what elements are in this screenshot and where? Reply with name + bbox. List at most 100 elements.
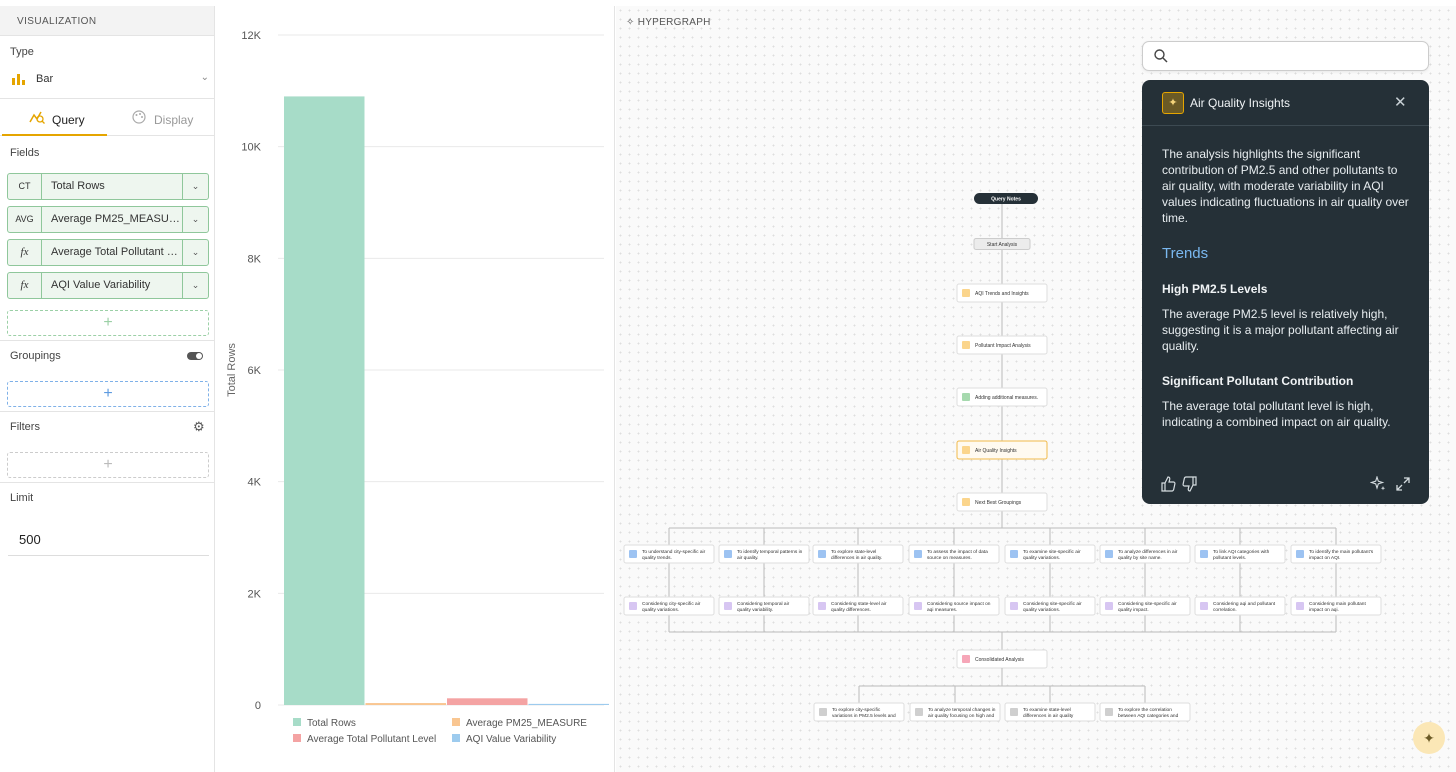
sparkle-icon[interactable] [1370,476,1386,492]
question-node-box [1194,544,1286,564]
question-node-box [718,544,810,564]
question-node-icon [1200,550,1208,558]
search-input[interactable] [1175,47,1420,65]
chevron-down-icon[interactable]: ⌄ [182,174,208,199]
y-tick-label: 6K [248,365,262,377]
adding-measures-node: Adding additional measures. [956,387,1048,407]
followup-node-label: To explore the correlation [1118,707,1172,713]
consideration-node-label: quality variability. [737,607,773,613]
trend-heading: High PM2.5 Levels [1162,282,1268,296]
question-node-label: air quality. [737,555,759,561]
question-node-icon [1010,550,1018,558]
tab-display[interactable]: Display [107,99,212,136]
section-title: VISUALIZATION [0,6,214,36]
bar-3 [447,698,528,705]
bar-1 [284,96,365,705]
trends-heading: Trends [1162,245,1209,262]
ai-assistant-button[interactable]: ✦ [1413,722,1445,754]
next-best-groupings-node-label: Next Best Groupings [975,500,1022,506]
thumbs-down-icon[interactable] [1182,476,1198,492]
trend-heading: Significant Pollutant Contribution [1162,374,1354,388]
divider [0,411,214,412]
consideration-node-label: correlation. [1213,607,1237,613]
query-notes-node: Query Notes [974,193,1038,204]
tab-query-label: Query [52,113,85,127]
consideration-node-icon [724,602,732,610]
chart-type-value: Bar [36,73,54,85]
query-notes-box [974,193,1038,204]
consideration-node-label: Considering site-specific air [1023,601,1082,607]
visualization-panel: VISUALIZATION Type Bar ⌄ Query Display [0,6,215,772]
bar-chart: 0 2K 4K 6K 8K 10K 12K Total Rows Total Rows Avera… [226,30,609,745]
aqi-trends-node: AQI Trends and Insights [956,283,1048,303]
function-icon: fx [8,273,42,298]
thumbs-up-icon[interactable] [1160,476,1176,492]
divider [0,482,214,483]
pollutant-impact-node-label: Pollutant Impact Analysis [975,343,1031,349]
next-best-groupings-node: Next Best Groupings [956,492,1048,512]
followup-node-box [1099,702,1191,722]
followup-node-icon [1105,708,1113,716]
groupings-toggle[interactable] [187,352,203,360]
followup-node-icon [1010,708,1018,716]
field-average-total-pollutant[interactable]: fx Average Total Pollutant Level ⌄ [7,239,209,266]
chevron-down-icon[interactable]: ⌄ [182,273,208,298]
expand-icon[interactable] [1395,476,1411,492]
consideration-node-icon [914,602,922,610]
question-node-icon [1105,550,1113,558]
add-grouping-button[interactable]: + [7,381,209,407]
followup-node-label: air quality focusing on high and [928,713,994,719]
bar-2 [365,703,446,705]
air-quality-insights-node-box [956,440,1048,460]
question-node-label: To identify the main pollutant's [1309,549,1374,555]
search-box[interactable] [1142,41,1429,71]
air-quality-insights-node-icon [962,446,970,454]
field-total-rows[interactable]: CT Total Rows ⌄ [7,173,209,200]
y-tick-label: 10K [241,142,261,154]
chevron-down-icon[interactable]: ⌄ [182,240,208,265]
consideration-node-label: Considering state-level air [831,601,887,607]
chevron-down-icon[interactable]: ⌄ [182,207,208,232]
field-average-pm25[interactable]: AVG Average PM25_MEASURE ⌄ [7,206,209,233]
consideration-node: Considering aqi and pollutantcorrelation… [1194,596,1286,616]
chart-type-select[interactable]: Bar ⌄ [8,69,213,91]
followup-node-label: To analyze temporal changes in [928,707,996,713]
bar-chart-icon [12,74,25,85]
tab-query[interactable]: Query [2,99,107,136]
hypergraph-panel[interactable]: ✧ HYPERGRAPH Query Notes Start Analysis AQI… [616,6,1456,772]
gear-icon[interactable]: ⚙ [193,419,205,434]
consideration-node-label: Considering main pollutant [1309,601,1366,607]
insight-footer [1142,473,1429,495]
field-aqi-variability[interactable]: fx AQI Value Variability ⌄ [7,272,209,299]
limit-input[interactable] [8,524,209,556]
trend-text: The average total pollutant level is hig… [1162,399,1391,429]
type-label: Type [10,46,34,58]
consolidated-analysis-node: Consolidated Analysis [956,649,1048,669]
adding-measures-node-label: Adding additional measures. [975,395,1038,401]
question-node-label: To analyze differences in air [1118,549,1178,555]
question-node-label: To assess the impact of data [927,549,988,555]
question-node-label: source on measures. [927,555,972,561]
add-filter-button[interactable]: + [7,452,209,478]
sparkle-icon: ✧ [626,17,635,28]
insight-sparkle-icon: ✦ [1162,92,1184,114]
add-field-button[interactable]: + [7,310,209,336]
question-node-icon [818,550,826,558]
question-node-icon [914,550,922,558]
filters-label: Filters [10,421,40,433]
close-icon[interactable]: ✕ [1394,94,1407,111]
followup-node-label: To examine state-level [1023,707,1071,713]
hypergraph-canvas[interactable]: Query Notes Start Analysis AQI Trends and … [616,6,1456,772]
aqi-trends-node-box [956,283,1048,303]
consideration-node-label: quality variations. [1023,607,1060,613]
insight-summary: The analysis highlights the significant … [1162,147,1409,225]
pollutant-impact-node-icon [962,341,970,349]
